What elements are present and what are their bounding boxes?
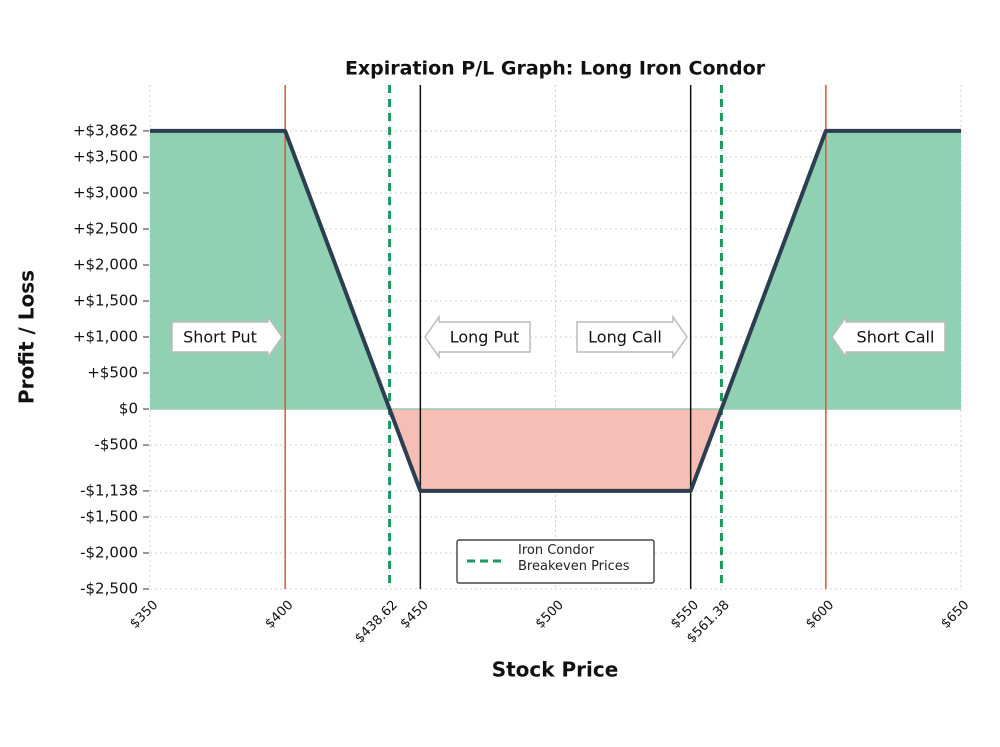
y-tick-label: -$2,000	[80, 544, 138, 562]
x-tick-label: $438.62	[352, 598, 401, 647]
x-tick-label: $500	[533, 598, 567, 632]
pl-line	[150, 128, 961, 493]
annotation-label: Short Put	[183, 328, 257, 347]
x-tick-label: $650	[938, 598, 972, 632]
y-tick-label: +$1,500	[73, 292, 138, 310]
y-tick-label: +$500	[87, 364, 138, 382]
x-tick-label: $350	[127, 598, 161, 632]
x-axis-label: Stock Price	[492, 658, 619, 682]
annotation-label: Long Put	[450, 328, 520, 347]
legend-box	[456, 539, 655, 584]
y-tick-label: +$2,500	[73, 220, 138, 238]
x-tick-label: $400	[262, 598, 296, 632]
y-tick-label: +$3,862	[73, 121, 138, 139]
profit-area	[150, 130, 961, 409]
y-tick-label: +$1,000	[73, 328, 138, 346]
x-tick-label: $450	[398, 598, 432, 632]
y-tick-label: +$2,000	[73, 256, 138, 274]
annotation-arrow	[831, 314, 946, 360]
y-tick-label: +$3,500	[73, 148, 138, 166]
y-tick-label: -$1,138	[80, 481, 138, 499]
annotation-arrow	[171, 314, 283, 360]
y-tick-label: -$1,500	[80, 508, 138, 526]
annotation-arrow	[424, 314, 531, 360]
annotation-label: Short Call	[857, 328, 935, 347]
y-tick-label: -$2,500	[80, 580, 138, 598]
annotation-label: Long Call	[588, 328, 662, 347]
annotation-arrow	[576, 314, 688, 360]
legend-label: Iron Condor Breakeven Prices	[518, 543, 630, 574]
y-axis-label: Profit / Loss	[15, 270, 39, 404]
chart-title: Expiration P/L Graph: Long Iron Condor	[345, 58, 766, 80]
loss-area	[150, 409, 961, 491]
y-tick-label: -$500	[94, 436, 138, 454]
y-tick-label: $0	[119, 400, 138, 418]
y-tick-label: +$3,000	[73, 184, 138, 202]
x-tick-label: $600	[803, 598, 837, 632]
